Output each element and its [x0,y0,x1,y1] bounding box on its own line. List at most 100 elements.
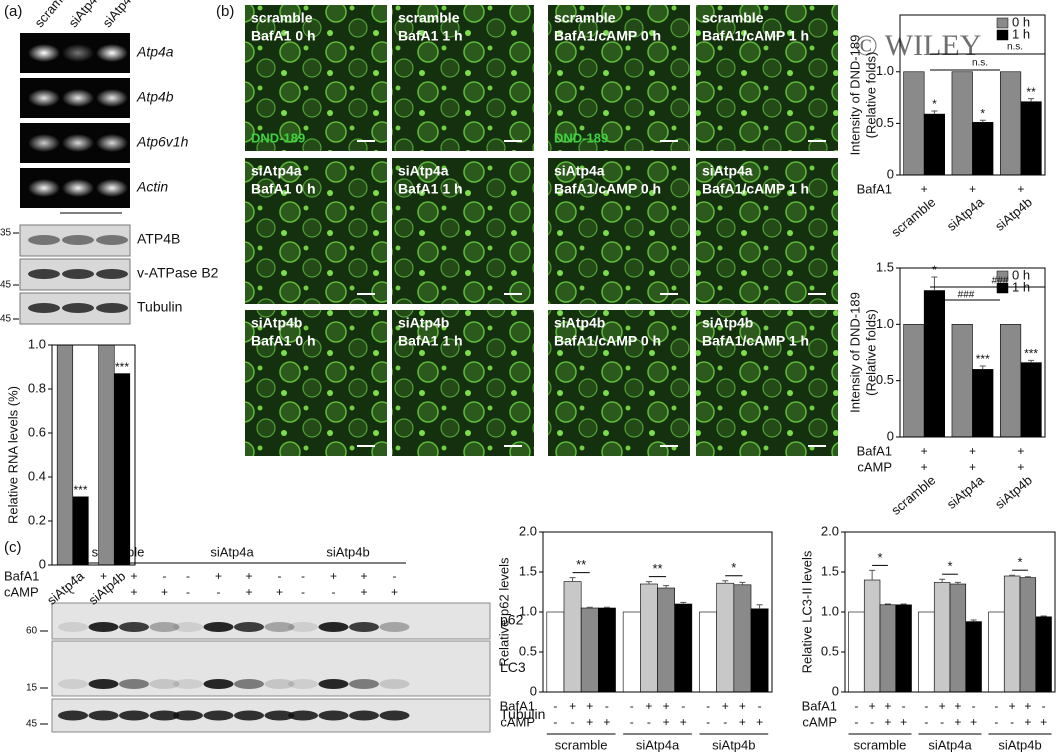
error-bar [954,581,961,584]
image-label: BafA1/cAMP 0 h [554,28,661,44]
marker-label: 15 [26,683,38,694]
sign: + [969,460,976,474]
bar [72,496,89,566]
bar [848,611,865,693]
sign: - [940,715,944,729]
image-label: BafA1/cAMP 0 h [554,333,661,349]
sign: - [1042,699,1046,713]
y-tick-label: 2.0 [821,523,839,538]
sign: - [630,699,634,713]
stain-label: DND-189 [251,130,305,145]
gel-band [28,89,60,107]
gel-label: Atp4b [136,89,174,105]
sign: - [854,715,858,729]
blot-band [264,622,295,632]
bar [1019,577,1037,693]
sign: + [900,715,907,729]
plot-frame [844,531,1056,693]
bar [951,324,973,438]
micrograph [392,158,534,304]
bar [733,584,752,693]
bar [657,587,675,693]
y-tick-label: 0.4 [28,468,46,483]
blot-band [349,679,379,689]
bar [933,582,951,693]
blot-band [288,710,318,721]
sign: - [301,569,305,583]
sign: - [924,715,928,729]
y-tick-label: 1.5 [876,259,894,274]
annotation: * [980,106,985,120]
blot-band [28,235,60,245]
y-tick-label: 1.5 [821,563,839,578]
sign: - [71,585,75,599]
sign: - [71,569,75,583]
sign: + [245,569,252,583]
x-tick-label: siAtp4a [944,472,987,512]
image-label: siAtp4a [702,163,753,179]
x-tick-label: siAtp4a [636,737,680,752]
error-bar [931,276,938,291]
image-label: scramble [398,10,460,26]
blot-band [149,622,180,632]
micrograph [548,5,690,151]
error-bar [603,606,610,608]
sign: - [924,699,928,713]
marker-label: 45 [0,314,12,325]
sign: - [647,715,651,729]
bar [903,71,925,176]
bar [1035,616,1052,693]
blot-band [58,622,88,632]
y-tick-label: 1.0 [519,603,537,618]
sign: + [100,569,107,583]
sign: + [1017,460,1024,474]
sign: + [939,699,946,713]
x-tick-label: siAtp4b [992,194,1035,233]
annotation: n.s. [1007,42,1023,53]
gel-band [62,44,94,62]
sign: + [921,444,928,458]
y-tick-label: 1.0 [876,316,894,331]
annotation: ** [1026,85,1036,99]
gel-band [62,89,94,107]
blot-band [88,622,119,632]
micrograph [696,310,838,456]
row-label: cAMP [4,584,39,599]
bar [965,621,982,693]
gel-band [28,179,60,197]
bar [918,611,935,693]
marker-label: 60 [26,626,38,637]
error-bar [939,578,946,583]
row-label: BafA1 [802,698,837,713]
sign: + [586,699,593,713]
panel-label: (a) [4,3,22,20]
error-bar [1009,574,1016,576]
blot-band [96,235,128,245]
x-tick-label: siAtp4a [928,737,972,752]
micrograph [696,158,838,304]
y-tick-label: 1.0 [876,63,894,78]
image-label: siAtp4a [398,163,449,179]
bar [563,581,582,693]
y-tick-label: 0.5 [876,372,894,387]
blot-band [96,303,128,313]
sign: + [884,715,891,729]
row-label: BafA1 [4,568,39,583]
blot-band [234,622,264,632]
bar [999,71,1022,176]
legend-label: 0 h [1012,14,1030,29]
y-tick-label: 0 [530,683,537,698]
image-label: BafA1 0 h [251,333,316,349]
sign: + [663,699,670,713]
error-bar [1028,359,1035,363]
sign: + [969,182,976,196]
micrograph [696,5,838,151]
sign: - [758,699,762,713]
bar [699,611,717,693]
blot-band [318,679,349,689]
gel-label: Atp4a [136,44,174,60]
sign: + [586,715,593,729]
annotation: *** [115,360,129,374]
error-bar [569,577,576,582]
